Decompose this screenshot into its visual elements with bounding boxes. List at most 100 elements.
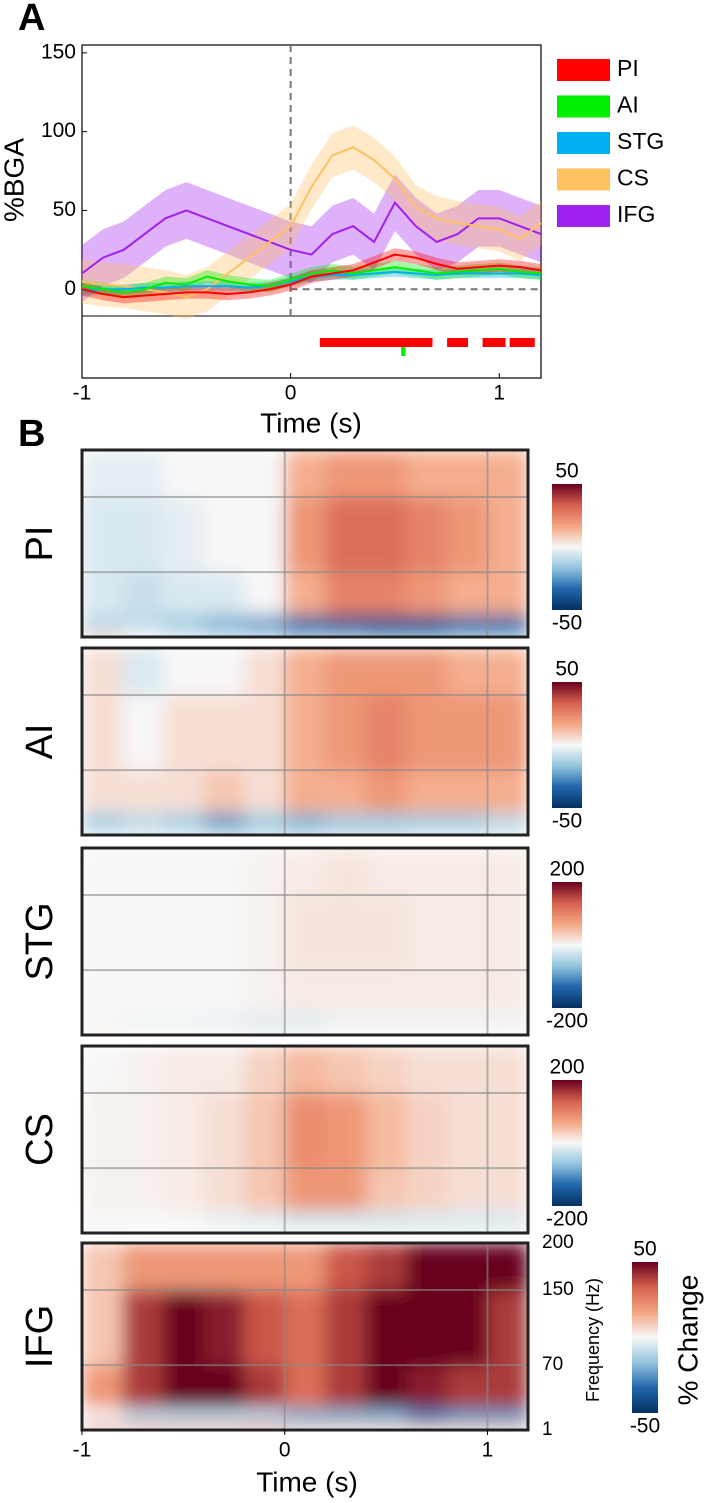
heatmap-cell [122,630,164,637]
series-line [81,146,542,299]
heatmap-cell [365,1028,407,1035]
heatmap-cell [446,614,488,631]
heatmap-cell [365,1168,407,1211]
heatmap-cell [163,694,205,771]
heatmap-cell [82,1012,124,1029]
heatmap-cell [203,572,245,615]
heatmap-cell [82,828,124,835]
significance-bar [482,338,506,347]
heatmap-cell [406,614,448,631]
heatmap-cell [203,1210,245,1227]
heatmap-cell [446,1365,488,1408]
heatmap-cell [82,1092,124,1169]
heatmap [82,1046,528,1233]
heatmap-cell [487,614,528,631]
heatmap-cell [203,894,245,971]
heatmap-frame [80,846,530,1037]
heatmap-cell [163,1092,205,1169]
heatmap-cell [163,1289,205,1366]
heatmap-cell [325,1407,367,1424]
plot-frame [81,44,542,379]
heatmap-cell [446,1092,488,1169]
heatmap-cell [122,1092,164,1169]
heatmap-cell [244,970,286,1013]
heatmap-cell [284,694,326,771]
heatmap-cell [487,894,528,971]
heatmap-cell [365,1243,407,1291]
heatmap [82,848,528,1035]
heatmap-cell [284,614,326,631]
x-axis-label: Time (s) [256,1466,358,1497]
heatmap-cell [244,812,286,829]
legend-swatch [557,59,610,81]
heatmap-cell [487,1407,528,1424]
heatmap-frame [80,1241,530,1432]
heatmap-cell [203,496,245,573]
heatmap-cell [284,1407,326,1424]
heatmap-cell [163,648,205,696]
heatmap-cell [406,1423,448,1430]
heatmap-cell [122,1407,164,1424]
heatmap-cell [325,1210,367,1227]
heatmap-cell [122,614,164,631]
heatmap-clip [82,450,528,637]
heatmap-cell [203,1028,245,1035]
heatmap-cell [122,1210,164,1227]
heatmap-cell [82,1243,124,1291]
heatmap-cell [446,970,488,1013]
heatmap-cell [163,770,205,813]
y-tick-label: 100 [41,119,76,142]
heatmap-cell [446,1423,488,1430]
heatmap-cell [284,1168,326,1211]
heatmap-cell [446,1210,488,1227]
heatmap-cell [163,828,205,835]
heatmap-cell [406,894,448,971]
x-tick-label: 0 [285,382,297,405]
heatmap-cell [163,450,205,498]
heatmap-cell [365,648,407,696]
heatmap-cell [244,648,286,696]
heatmap-cell [163,1012,205,1029]
heatmap-cell [325,496,367,573]
heatmap-cell [325,694,367,771]
heatmap-cell [203,630,245,637]
heatmap-cell [203,1243,245,1291]
heatmap-cell [82,1046,124,1094]
heatmap-cell [365,450,407,498]
heatmap-cell [284,1012,326,1029]
heatmap-cell [487,1012,528,1029]
heatmap-cell [163,848,205,896]
heatmap-cell [122,1243,164,1291]
colorbar-tick-label: -50 [552,810,582,833]
y-tick-label: 200 [542,1232,574,1253]
heatmap-cell [406,1028,448,1035]
heatmap-clip [82,1046,528,1233]
heatmap-cell [284,1365,326,1408]
legend-label: STG [617,128,664,154]
heatmap-cell [284,1028,326,1035]
heatmap-cell [325,1168,367,1211]
heatmap-cell [244,1289,286,1366]
heatmap-cell [82,1028,124,1035]
heatmap-cell [487,1289,528,1366]
x-tick-label: 1 [493,382,505,405]
heatmap-cell [365,496,407,573]
heatmap-cell [163,1028,205,1035]
heatmap-cell [163,894,205,971]
heatmap-cell [203,1365,245,1408]
y-tick-label: 70 [542,1354,563,1375]
heatmap-cell [284,496,326,573]
legend-swatch [557,168,610,191]
heatmap-cell [284,1092,326,1169]
heatmap-cell [446,812,488,829]
heatmap-cell [487,1168,528,1211]
colorbar [552,882,582,1008]
heatmap-cell [163,1423,205,1430]
heatmap-frame [80,646,530,837]
heatmap-cell [406,1289,448,1366]
heatmap-cell [122,450,164,498]
heatmap-cell [203,1092,245,1169]
panel-row-label: PI [19,526,61,562]
heatmap-cell [244,1423,286,1430]
heatmap-cell [244,496,286,573]
